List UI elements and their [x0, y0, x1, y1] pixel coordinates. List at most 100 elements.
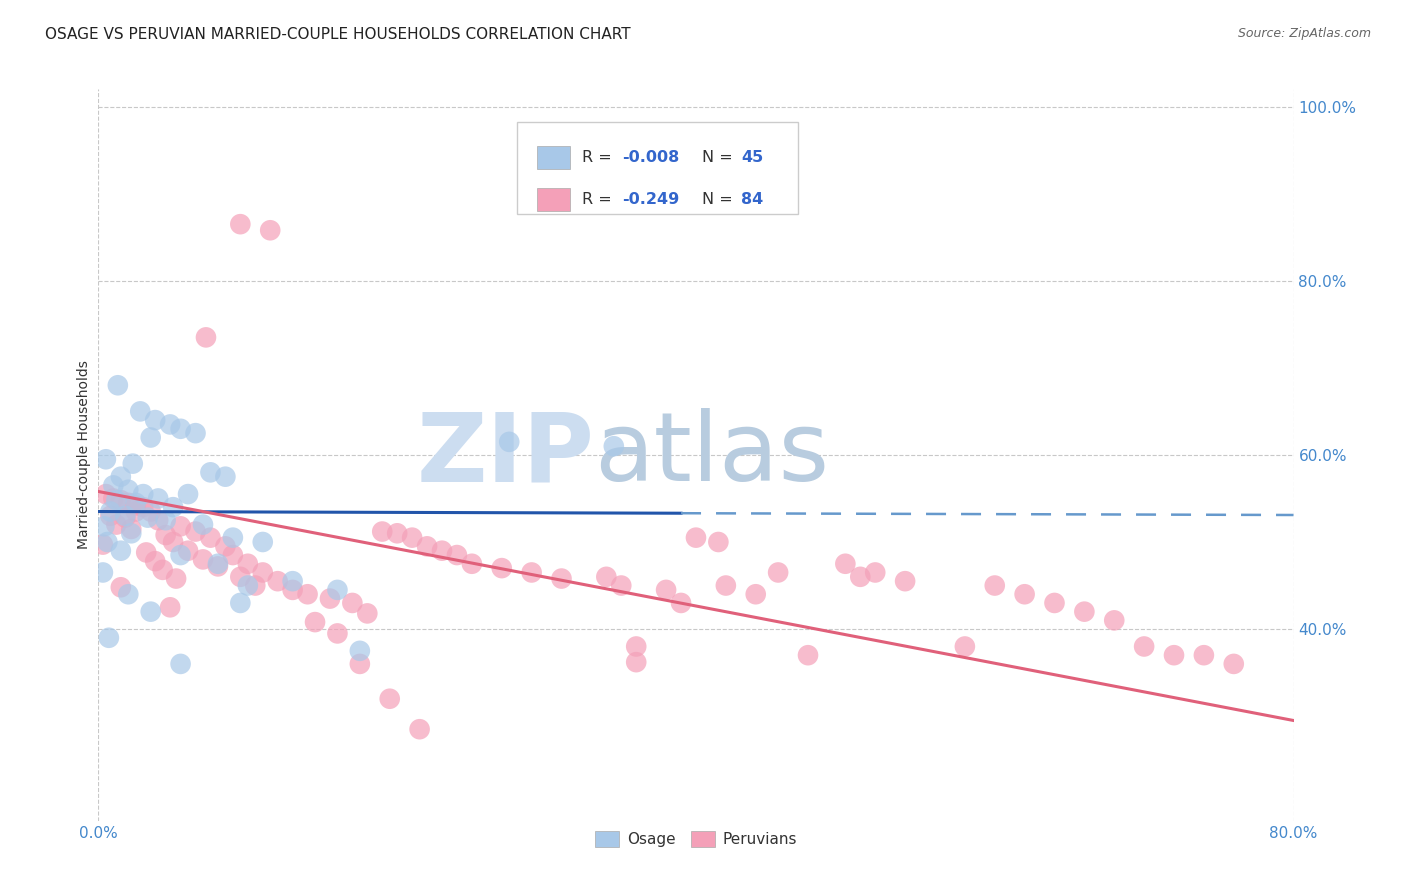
- Point: [1163, 648, 1185, 663]
- Point: [195, 330, 218, 344]
- Point: [222, 531, 245, 545]
- Point: [97, 631, 120, 645]
- Point: [550, 572, 572, 586]
- Point: [430, 543, 453, 558]
- Point: [91, 566, 114, 580]
- Text: Source: ZipAtlas.com: Source: ZipAtlas.com: [1237, 27, 1371, 40]
- Bar: [537, 145, 571, 169]
- Point: [1014, 587, 1036, 601]
- Text: R =: R =: [582, 192, 617, 207]
- Point: [304, 615, 326, 629]
- Point: [326, 582, 349, 597]
- Point: [139, 605, 162, 619]
- Point: [326, 626, 349, 640]
- Point: [125, 499, 148, 513]
- Point: [184, 426, 207, 441]
- Text: 84: 84: [741, 192, 763, 207]
- Text: R =: R =: [582, 150, 617, 165]
- Point: [207, 559, 229, 574]
- Point: [117, 496, 139, 510]
- Point: [385, 526, 409, 541]
- Point: [1104, 613, 1126, 627]
- Text: OSAGE VS PERUVIAN MARRIED-COUPLE HOUSEHOLDS CORRELATION CHART: OSAGE VS PERUVIAN MARRIED-COUPLE HOUSEHO…: [45, 27, 631, 42]
- Point: [1192, 648, 1215, 663]
- Point: [110, 580, 132, 594]
- Point: [349, 657, 371, 671]
- Point: [169, 657, 191, 671]
- Point: [191, 517, 214, 532]
- Point: [766, 566, 789, 580]
- Point: [136, 510, 159, 524]
- Point: [96, 535, 118, 549]
- Point: [745, 587, 768, 601]
- Point: [184, 524, 207, 539]
- Point: [669, 596, 692, 610]
- Point: [349, 644, 371, 658]
- Point: [139, 430, 162, 444]
- Point: [94, 487, 117, 501]
- Point: [143, 413, 166, 427]
- Point: [135, 545, 157, 559]
- Point: [378, 691, 401, 706]
- Text: N =: N =: [702, 192, 738, 207]
- Point: [117, 483, 139, 497]
- Point: [714, 578, 737, 592]
- Point: [849, 570, 872, 584]
- Point: [98, 504, 122, 518]
- Point: [222, 548, 245, 562]
- Point: [281, 574, 304, 589]
- Point: [707, 535, 730, 549]
- Point: [98, 508, 122, 523]
- Point: [520, 566, 543, 580]
- Bar: [537, 188, 571, 211]
- Point: [1043, 596, 1066, 610]
- Point: [356, 607, 378, 621]
- Point: [245, 578, 267, 592]
- Point: [894, 574, 917, 589]
- Point: [125, 496, 148, 510]
- Point: [110, 543, 132, 558]
- Text: N =: N =: [702, 150, 738, 165]
- Point: [461, 557, 484, 571]
- Point: [229, 570, 252, 584]
- Point: [93, 519, 115, 533]
- Point: [603, 439, 626, 453]
- Point: [408, 723, 430, 737]
- Point: [177, 487, 200, 501]
- Point: [401, 531, 423, 545]
- Point: [200, 466, 222, 480]
- Point: [297, 587, 319, 601]
- Point: [498, 434, 520, 449]
- Point: [107, 378, 129, 392]
- Point: [121, 457, 143, 471]
- Point: [371, 524, 394, 539]
- Point: [155, 528, 177, 542]
- Point: [984, 578, 1007, 592]
- Point: [491, 561, 513, 575]
- Point: [342, 596, 364, 610]
- Point: [319, 591, 342, 606]
- Point: [416, 539, 439, 553]
- Point: [207, 557, 229, 571]
- Point: [143, 554, 166, 568]
- Point: [1073, 605, 1095, 619]
- Point: [214, 469, 236, 483]
- Point: [129, 404, 152, 418]
- Point: [236, 578, 259, 592]
- Point: [139, 504, 162, 518]
- Point: [159, 600, 181, 615]
- Point: [155, 513, 177, 527]
- Point: [165, 572, 187, 586]
- Point: [169, 548, 191, 562]
- Point: [655, 582, 678, 597]
- Point: [117, 587, 139, 601]
- Text: -0.008: -0.008: [621, 150, 679, 165]
- Point: [159, 417, 181, 432]
- Point: [152, 563, 174, 577]
- Point: [626, 655, 648, 669]
- Point: [1223, 657, 1246, 671]
- Point: [446, 548, 468, 562]
- Point: [595, 570, 617, 584]
- Point: [110, 469, 132, 483]
- Point: [177, 543, 200, 558]
